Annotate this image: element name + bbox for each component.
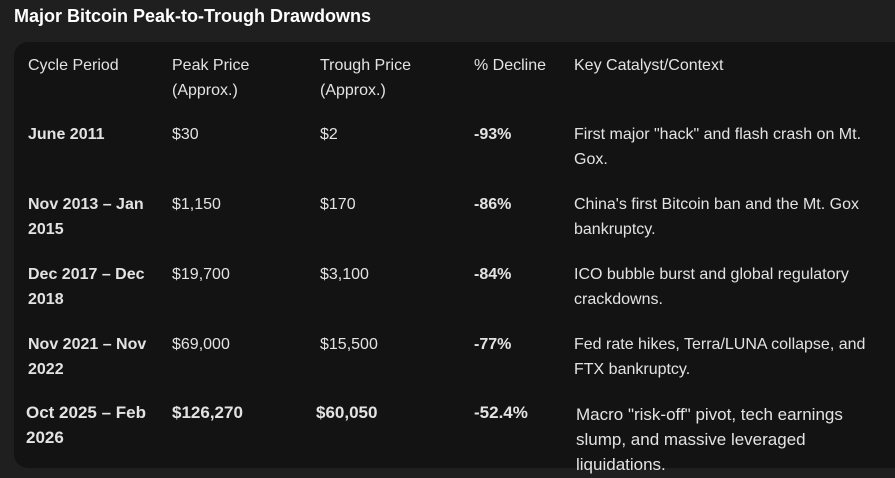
column-header: Key Catalyst/Context <box>574 57 724 74</box>
table-cell: June 2011 <box>28 126 105 143</box>
table-cell: First major "hack" and flash crash on Mt… <box>574 126 862 168</box>
column-header: Cycle Period <box>28 57 119 74</box>
table-cell: -93% <box>474 126 512 143</box>
table-cell: $69,000 <box>172 336 230 353</box>
table-cell: $126,270 <box>172 403 243 422</box>
column-header: Trough Price (Approx.) <box>320 57 411 99</box>
table-cell: -84% <box>474 266 512 283</box>
page-title: Major Bitcoin Peak-to-Trough Drawdowns <box>14 6 372 26</box>
table-cell: -77% <box>474 336 512 353</box>
table-cell: $3,100 <box>320 266 369 283</box>
table-cell: China's first Bitcoin ban and the Mt. Go… <box>574 196 859 238</box>
table-cell: ICO bubble burst and global regulatory c… <box>574 266 849 308</box>
table-cell: $170 <box>320 196 356 213</box>
table-cell: Dec 2017 – Dec 2018 <box>28 266 145 308</box>
table-cell: $15,500 <box>320 336 378 353</box>
table-cell: -86% <box>474 196 512 213</box>
table-cell: $19,700 <box>172 266 230 283</box>
table-cell: -52.4% <box>474 403 528 422</box>
table-card <box>14 42 895 468</box>
column-header: % Decline <box>474 57 547 74</box>
table-cell: $1,150 <box>172 196 221 213</box>
table-cell: Fed rate hikes, Terra/LUNA collapse, and… <box>574 336 866 378</box>
table-cell: Oct 2025 – Feb 2026 <box>26 403 147 447</box>
table-cell: Macro "risk-off" pivot, tech earnings sl… <box>576 405 843 474</box>
table-cell: $2 <box>320 126 338 143</box>
table-cell: Nov 2021 – Nov 2022 <box>28 336 147 378</box>
table-cell: $60,050 <box>316 403 378 422</box>
table-cell: Nov 2013 – Jan 2015 <box>28 196 144 238</box>
column-header: Peak Price (Approx.) <box>172 57 250 99</box>
table-cell: $30 <box>172 126 199 143</box>
